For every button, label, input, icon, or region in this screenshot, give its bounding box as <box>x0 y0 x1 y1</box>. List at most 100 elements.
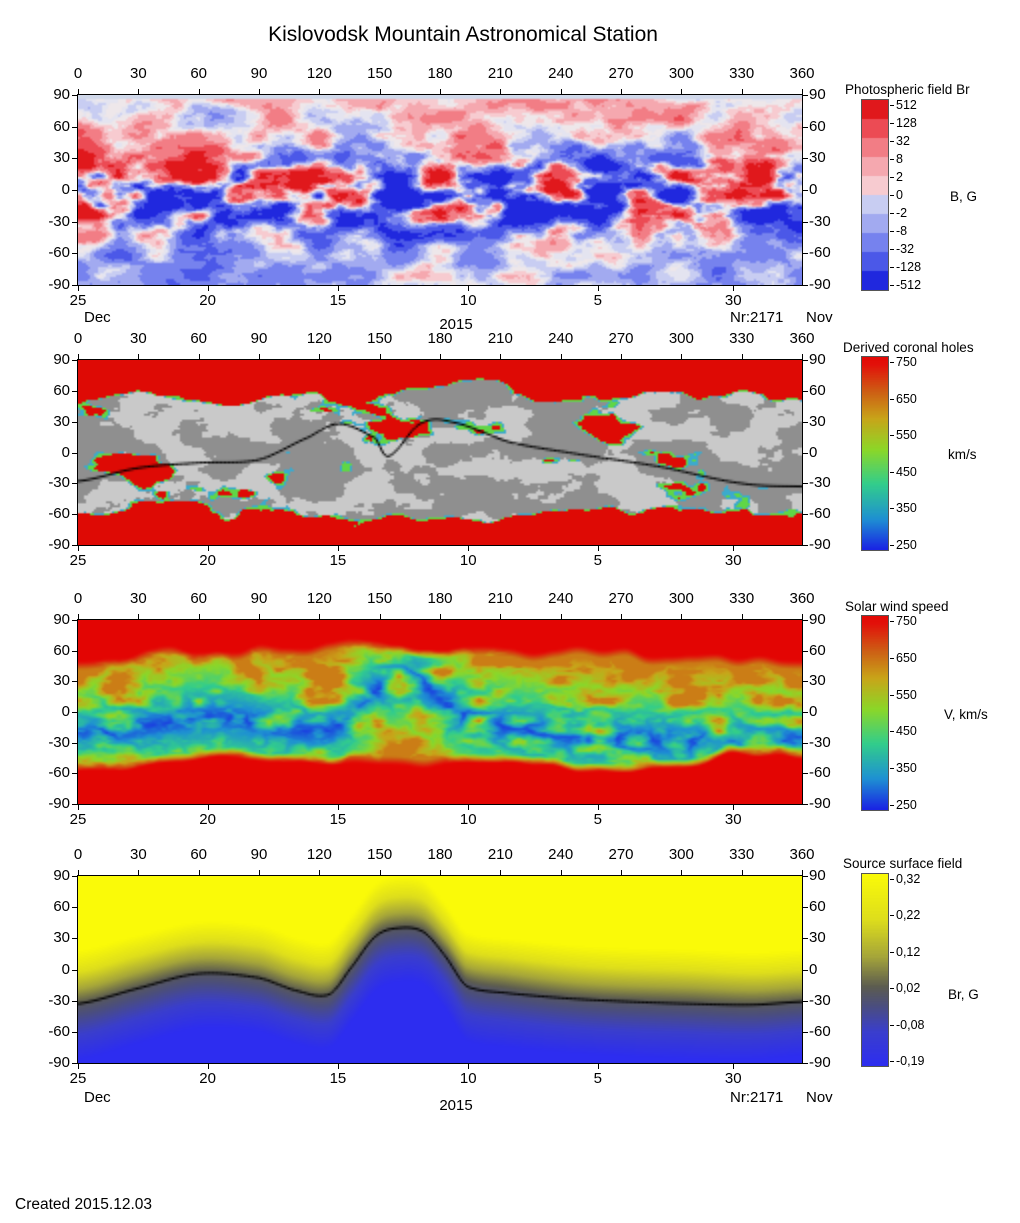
lat-tick-label-left: -60 <box>48 505 70 523</box>
colorbar-tick-mark <box>890 1024 894 1026</box>
colorbar-tick-label: 250 <box>896 538 917 552</box>
lon-tick-mark <box>319 870 321 875</box>
lon-tick-mark <box>78 89 79 94</box>
lat-tick-mark <box>72 742 77 744</box>
lat-tick-label-right: -30 <box>809 991 831 1009</box>
lon-tick-label: 90 <box>250 330 268 347</box>
colorbar-tick-mark <box>890 879 894 880</box>
lat-tick-mark <box>803 804 808 805</box>
date-tick-label: 10 <box>459 552 477 569</box>
colorbar-tick-mark <box>890 123 894 124</box>
lon-tick-mark <box>500 614 502 619</box>
colorbar-tick-label: 450 <box>896 464 917 479</box>
lat-tick-label-left: 30 <box>53 412 70 430</box>
solar-wind-speed-colorbar <box>861 615 889 811</box>
lat-tick-label-left: 60 <box>53 641 70 659</box>
lon-tick-mark <box>78 870 79 875</box>
lon-tick-mark <box>198 354 200 359</box>
date-tick-label: 15 <box>329 811 347 828</box>
lat-tick-label-left: 90 <box>53 611 70 628</box>
lat-tick-mark <box>803 390 808 392</box>
date-tick-mark <box>597 805 599 810</box>
lon-tick-label: 150 <box>367 846 393 863</box>
lat-tick-mark <box>72 907 77 909</box>
lat-tick-mark <box>803 1063 808 1064</box>
date-tick-label: 20 <box>199 1070 216 1087</box>
colorbar-tick-mark <box>890 285 894 286</box>
lon-tick-mark <box>500 354 502 359</box>
photospheric-field-map <box>77 94 803 286</box>
lat-tick-label-right: -60 <box>809 1022 831 1040</box>
lon-tick-mark <box>621 89 622 94</box>
date-tick-mark <box>207 546 209 551</box>
lon-tick-mark <box>138 870 140 875</box>
date-tick-mark <box>78 1064 79 1069</box>
lon-tick-mark <box>741 870 743 875</box>
lon-tick-label: 210 <box>487 590 513 607</box>
lon-tick-label: 60 <box>190 65 207 82</box>
lon-tick-label: 60 <box>190 330 207 347</box>
lon-tick-label: 30 <box>129 590 147 607</box>
lat-tick-label-right: 90 <box>809 351 826 368</box>
lat-tick-mark <box>72 650 77 652</box>
colorbar-tick-label: 550 <box>896 428 917 443</box>
lon-tick-label: 300 <box>668 65 694 82</box>
lat-tick-label-right: -30 <box>809 733 831 751</box>
date-tick-label: 30 <box>724 811 742 828</box>
lat-tick-mark <box>803 1031 808 1033</box>
rotation-number-label: Nr:2171 <box>730 309 784 326</box>
lon-tick-mark <box>802 89 803 94</box>
lon-tick-mark <box>681 870 683 875</box>
colorbar-unit-label: B, G <box>950 189 978 204</box>
lon-tick-mark <box>440 89 441 94</box>
source-surface-field-map <box>77 875 803 1064</box>
date-tick-mark <box>207 286 209 291</box>
colorbar-tick-label: -0,08 <box>896 1017 925 1032</box>
lat-tick-mark <box>72 390 77 392</box>
lat-tick-label-left: -90 <box>48 536 70 553</box>
lon-tick-label: 0 <box>73 590 83 607</box>
colorbar-title-source-surface: Source surface field <box>843 856 963 871</box>
coronal-holes-colorbar <box>861 356 889 551</box>
lat-tick-mark <box>72 421 77 423</box>
lat-tick-label-left: 60 <box>53 381 70 399</box>
colorbar-tick-mark <box>890 915 894 917</box>
lat-tick-label-left: 90 <box>53 867 70 884</box>
date-tick-label: 20 <box>199 811 216 828</box>
lon-tick-label: 300 <box>668 330 694 347</box>
month-label-dec: Dec <box>84 1089 111 1106</box>
colorbar-tick-label: -512 <box>896 278 922 292</box>
lon-tick-label: 330 <box>729 330 755 347</box>
lon-tick-label: 60 <box>190 590 207 607</box>
lat-tick-mark <box>803 545 808 546</box>
lat-tick-mark <box>72 712 77 713</box>
lon-tick-label: 180 <box>427 65 453 82</box>
lat-tick-mark <box>803 158 808 160</box>
lat-tick-label-right: 30 <box>809 149 826 167</box>
lat-tick-label-right: 0 <box>809 960 818 978</box>
colorbar-tick-label: -8 <box>896 224 908 238</box>
date-tick-label: 5 <box>593 552 602 569</box>
lon-tick-label: 210 <box>487 65 513 82</box>
rotation-number-label: Nr:2171 <box>730 1089 784 1106</box>
lat-tick-label-left: -30 <box>48 733 70 751</box>
lat-tick-mark <box>803 221 808 223</box>
lon-tick-label: 270 <box>608 846 634 863</box>
date-tick-label: 20 <box>199 552 216 569</box>
date-tick-label: 15 <box>329 292 347 309</box>
lon-tick-mark <box>500 89 502 94</box>
colorbar-unit-label: Br, G <box>948 987 979 1002</box>
lat-tick-mark <box>72 620 77 621</box>
lon-tick-mark <box>500 870 502 875</box>
colorbar-tick-mark <box>890 105 894 106</box>
lat-tick-label-left: -90 <box>48 795 70 812</box>
lat-tick-mark <box>72 938 77 940</box>
lat-tick-mark <box>72 360 77 361</box>
colorbar-tick-label: 250 <box>896 798 917 812</box>
lat-tick-mark <box>803 126 808 128</box>
colorbar-tick-mark <box>890 508 894 510</box>
lat-tick-mark <box>803 620 808 621</box>
lon-tick-mark <box>198 870 200 875</box>
date-tick-mark <box>733 546 735 551</box>
colorbar-tick-mark <box>890 731 894 733</box>
